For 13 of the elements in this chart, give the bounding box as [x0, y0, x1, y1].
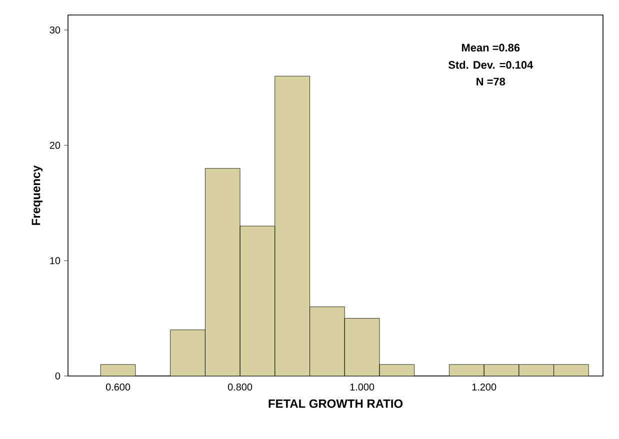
x-tick-label: 0.600 [106, 384, 130, 391]
x-axis-title: FETAL GROWTH RATIO [268, 399, 403, 408]
y-tick-label: 30 [50, 26, 60, 34]
x-tick-label: 1.200 [472, 384, 496, 391]
y-axis-title: Frequency [32, 165, 43, 225]
annotation: Mean =0.86 [462, 44, 520, 52]
annotation: N =78 [476, 78, 506, 86]
x-tick-label: 0.800 [228, 384, 252, 391]
y-tick-label: 20 [50, 142, 60, 149]
x-tick-label: 1.000 [350, 384, 374, 391]
y-tick-label: 10 [50, 257, 60, 264]
y-tick-label: 0 [55, 372, 60, 380]
annotation: Std. Dev. =0.104 [448, 60, 534, 69]
